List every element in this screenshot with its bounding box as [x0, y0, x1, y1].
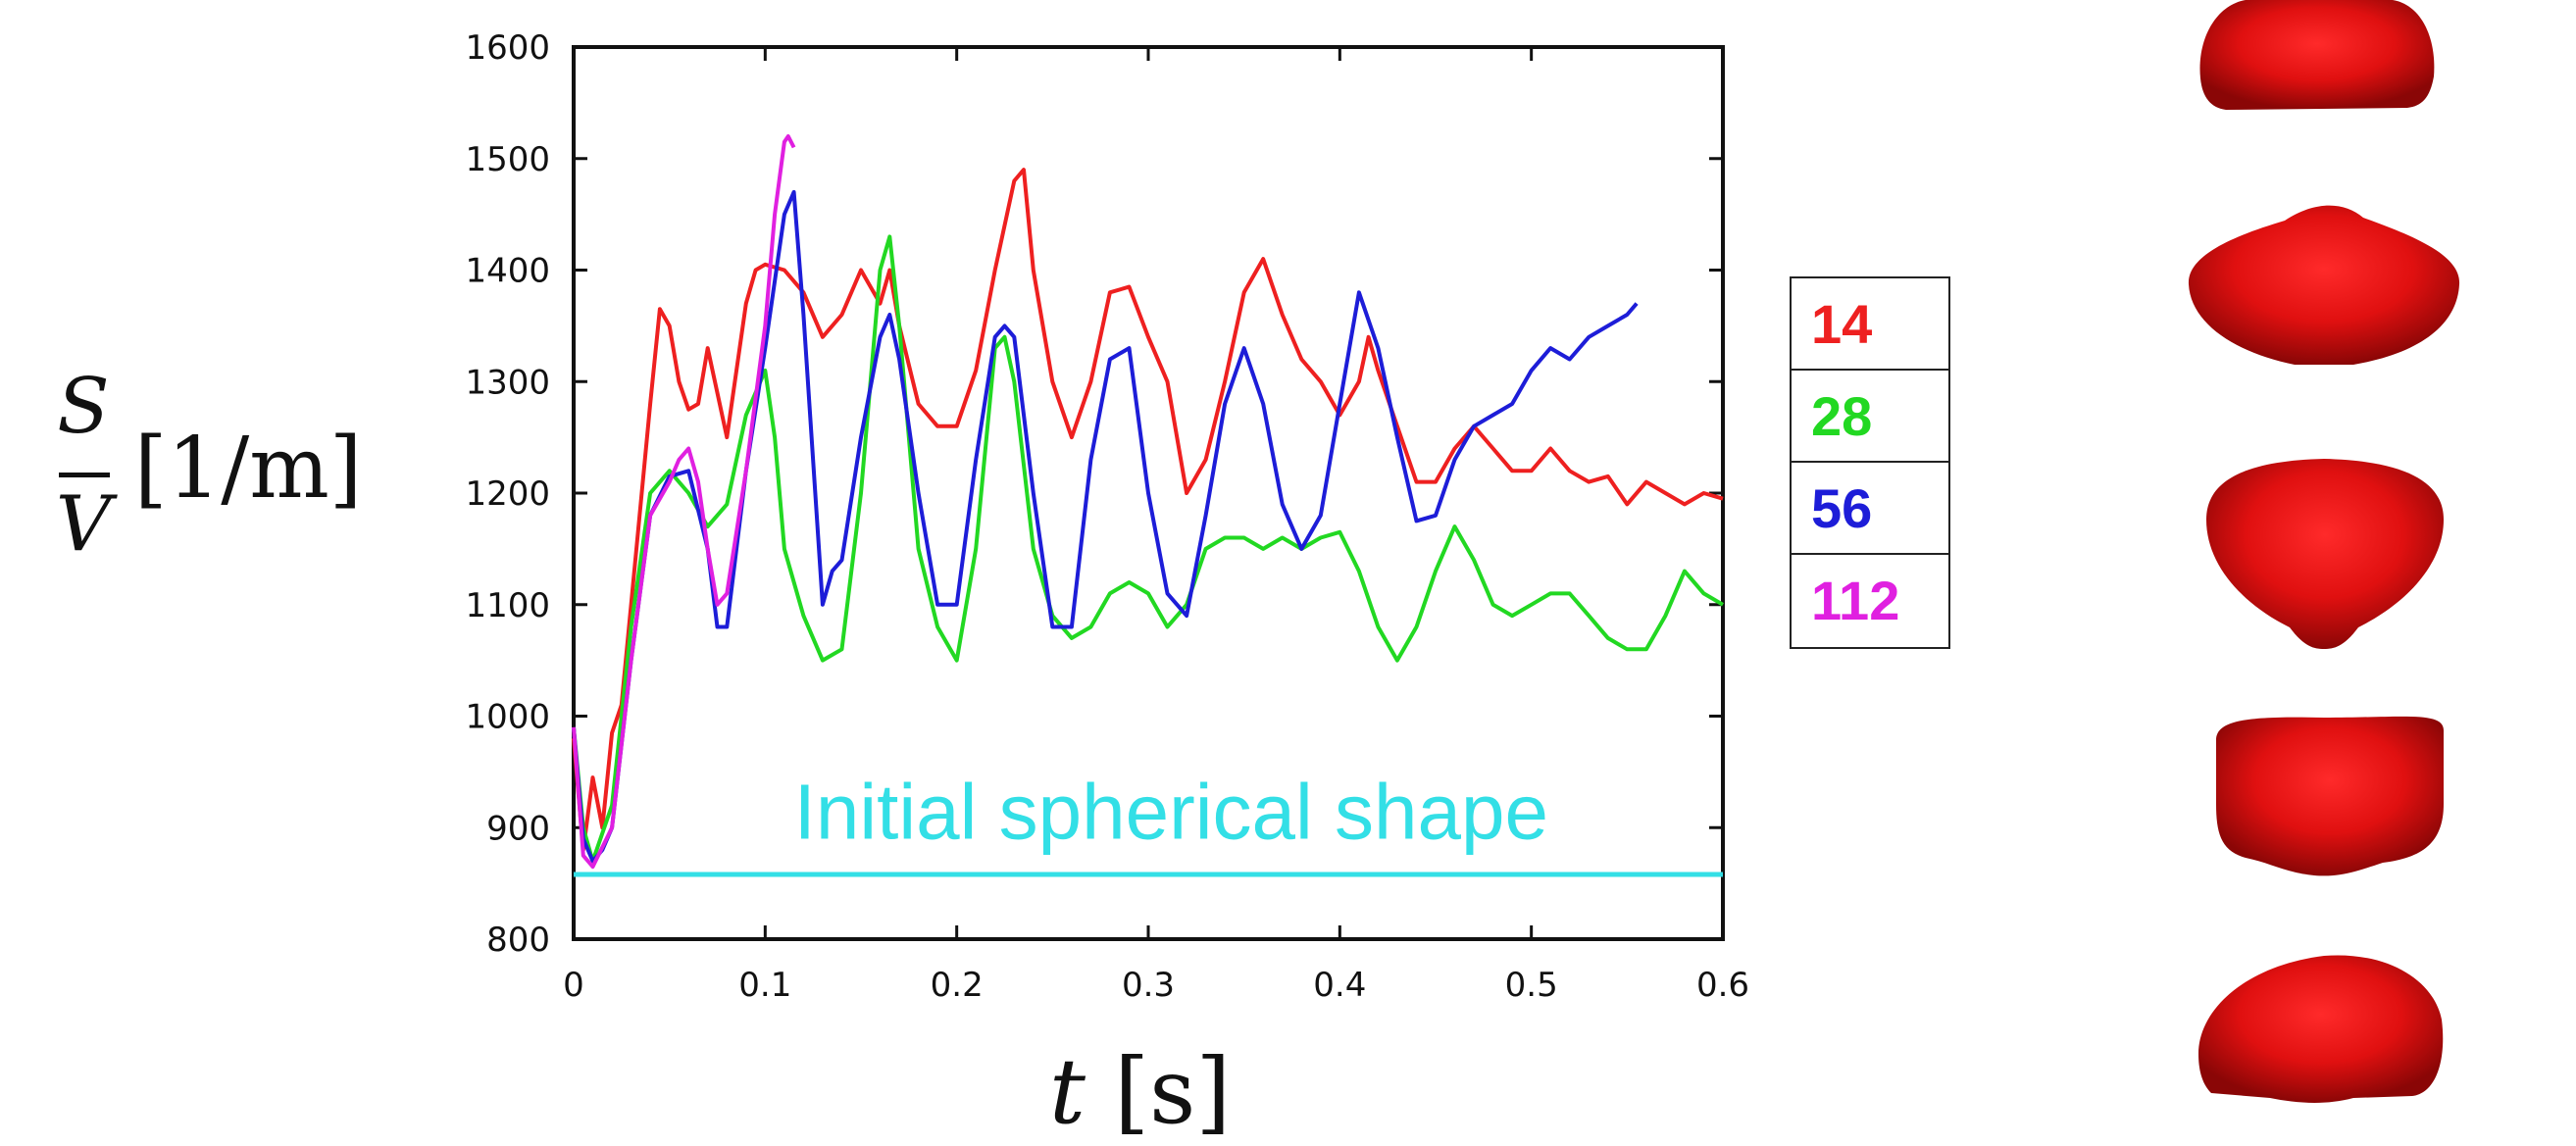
droplet-shape-2: [2188, 205, 2460, 365]
x-tick-label: 0.2: [931, 966, 984, 1005]
y-tick-label: 1100: [465, 586, 550, 625]
annotation-initial-spherical-shape: Initial spherical shape: [794, 769, 1548, 856]
droplet-shape-3: [2206, 459, 2444, 649]
y-axis-label-numerator: S: [57, 363, 110, 451]
fraction-bar: [59, 473, 110, 477]
legend-entry-56: 56: [1792, 463, 1948, 555]
droplet-shape-panel: [2188, 0, 2460, 1103]
y-tick-label: 1200: [465, 474, 550, 514]
x-axis-label-unit: [s]: [1114, 1039, 1232, 1144]
droplet-shape-1: [2199, 0, 2435, 110]
y-tick-label: 1300: [465, 363, 550, 402]
y-tick-label: 900: [486, 809, 550, 848]
y-tick-label: 1600: [465, 28, 550, 68]
y-tick-label: 1400: [465, 252, 550, 291]
legend: 14 28 56 112: [1790, 276, 1950, 649]
x-tick-label: 0.5: [1505, 966, 1558, 1005]
x-tick-label: 0.1: [738, 966, 791, 1005]
x-tick-label: 0.3: [1122, 966, 1175, 1005]
x-tick-label: 0: [563, 966, 584, 1005]
x-axis-label: t [s]: [1049, 1039, 1231, 1144]
series-line-56: [572, 189, 1639, 864]
y-axis-label: S V [1/m]: [54, 363, 378, 588]
x-tick-label: 0.6: [1696, 966, 1749, 1005]
y-tick-label: 1500: [465, 140, 550, 179]
y-axis-label-unit: [1/m]: [134, 420, 363, 518]
y-axis-label-denominator: V: [55, 480, 112, 569]
x-axis-label-variable: t: [1049, 1039, 1086, 1144]
series-line-14: [572, 168, 1724, 852]
legend-entry-14: 14: [1792, 278, 1948, 371]
x-tick-label: 0.4: [1313, 966, 1366, 1005]
droplet-shape-5: [2198, 955, 2444, 1103]
legend-entry-112: 112: [1811, 570, 1900, 631]
legend-entry-28: 28: [1792, 371, 1948, 463]
droplet-shape-4: [2216, 716, 2444, 876]
y-tick-label: 1000: [465, 698, 550, 737]
series-line-112: [572, 134, 796, 870]
y-tick-label: 800: [486, 921, 550, 960]
